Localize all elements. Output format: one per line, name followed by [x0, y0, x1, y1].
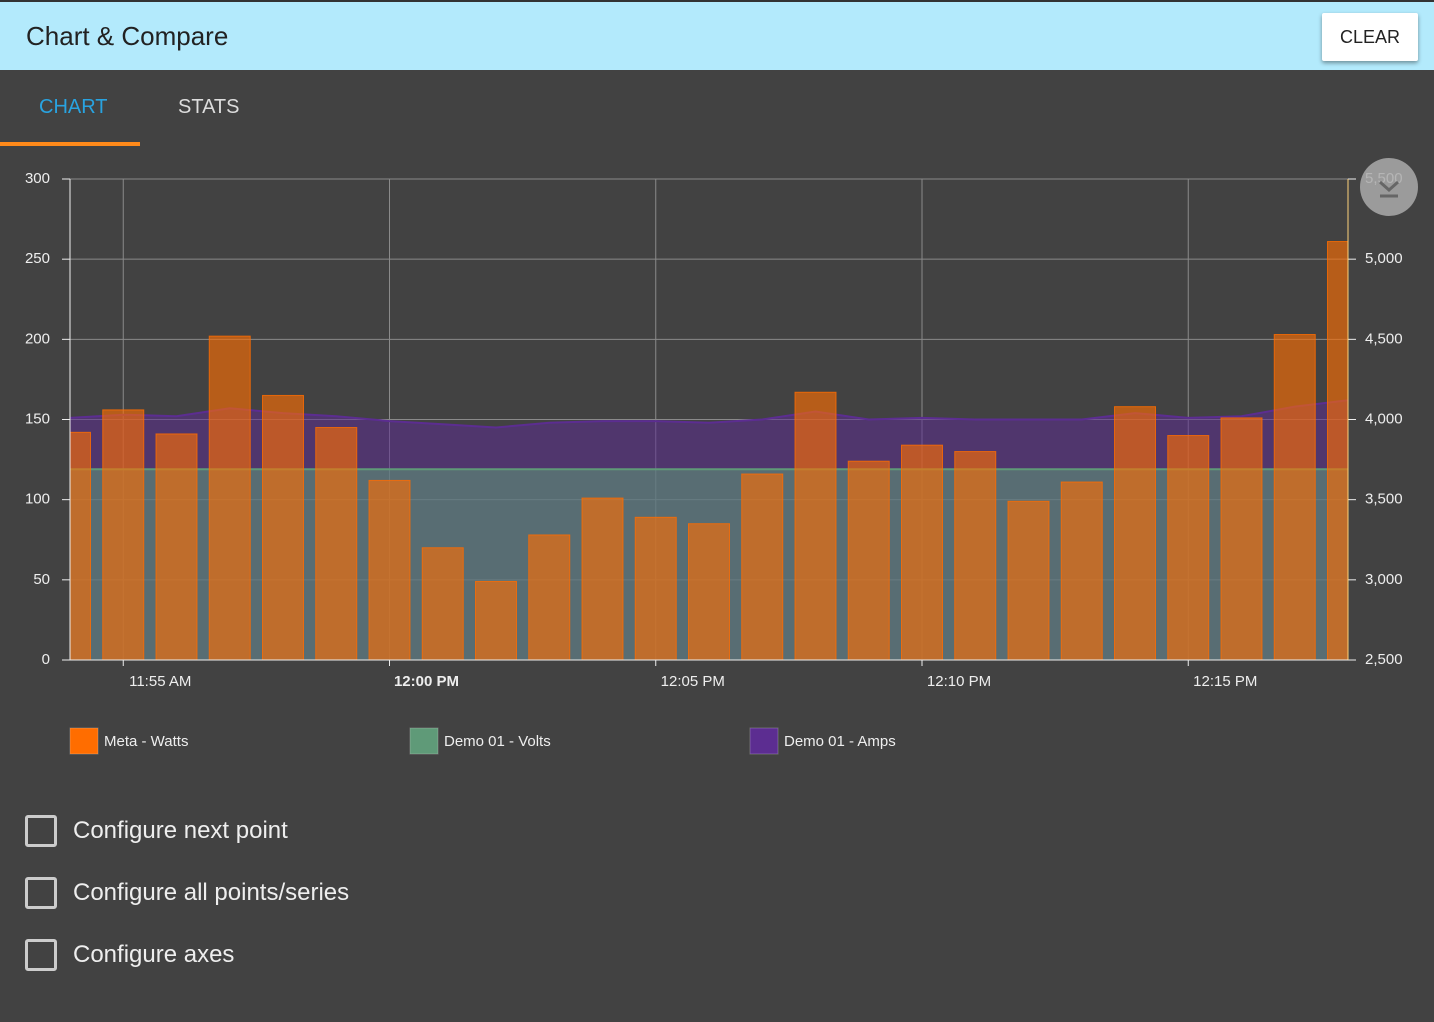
bar: [155, 433, 198, 660]
bar: [528, 534, 571, 660]
checkbox-label: Configure axes: [73, 941, 235, 968]
chart: 0 50 100 150 200 250 300 2,500 3,000 3,500 4,000 4,…: [25, 170, 1403, 755]
legend-swatch: [749, 727, 779, 755]
bar: [1220, 417, 1263, 660]
bar: [70, 431, 92, 660]
bar: [634, 516, 677, 660]
x-tick-label: 12:10 PM: [927, 673, 991, 690]
legend-label: Demo 01 - Amps: [784, 733, 896, 750]
bar: [1326, 241, 1348, 660]
chevron-icon: [1379, 180, 1399, 198]
y2-tick-label: 3,500: [1365, 491, 1403, 508]
checkbox-box[interactable]: [25, 877, 57, 909]
y-tick-label: 250: [25, 250, 50, 267]
legend-label: Meta - Watts: [104, 733, 188, 750]
y2-tick-label: 4,000: [1365, 410, 1403, 427]
bar: [421, 547, 464, 660]
x-tick-label: 12:15 PM: [1193, 673, 1257, 690]
bar: [794, 391, 837, 660]
x-tick-label: 12:05 PM: [661, 673, 725, 690]
bar: [1113, 406, 1157, 660]
y-tick-label: 300: [25, 170, 50, 187]
bar: [1167, 435, 1210, 660]
legend-swatch: [409, 727, 439, 755]
y2-tick-label: 5,000: [1365, 250, 1403, 267]
checkbox-box[interactable]: [25, 815, 57, 847]
tab-indicator: [0, 142, 140, 146]
checkbox-box[interactable]: [25, 939, 57, 971]
bar: [1007, 500, 1050, 660]
bar: [687, 523, 731, 660]
bar: [261, 394, 305, 660]
x-tick-label: 11:55 AM: [129, 673, 191, 690]
y2-tick-label: 3,000: [1365, 571, 1403, 588]
checkbox-label: Configure all points/series: [73, 879, 350, 906]
y-tick-label: 0: [42, 651, 50, 668]
header-title: Chart & Compare: [26, 21, 229, 51]
bar: [847, 460, 890, 660]
legend-swatch: [69, 727, 99, 755]
tab[interactable]: CHART: [39, 96, 108, 118]
bar: [954, 451, 997, 660]
y-tick-label: 100: [25, 491, 50, 508]
legend-label: Demo 01 - Volts: [444, 733, 551, 750]
y-tick-label: 150: [25, 410, 50, 427]
x-tick-label: 12:00 PM: [394, 673, 459, 690]
y2-tick-label: 4,500: [1365, 330, 1403, 347]
bar: [102, 409, 145, 660]
collapse-button[interactable]: [1360, 158, 1418, 216]
tab[interactable]: STATS: [178, 96, 240, 118]
bar: [315, 427, 358, 660]
header: Chart & Compare CLEAR: [0, 0, 1434, 70]
bar: [741, 473, 784, 660]
bar: [1060, 481, 1103, 660]
y2-tick-label: 2,500: [1365, 651, 1403, 668]
checkbox-label: Configure next point: [73, 817, 288, 844]
bar: [581, 497, 624, 660]
clear-button[interactable]: CLEAR: [1322, 13, 1418, 61]
bar: [900, 444, 944, 660]
y-tick-label: 50: [33, 571, 50, 588]
bar: [208, 335, 251, 660]
bar: [1273, 334, 1316, 660]
y-tick-label: 200: [25, 330, 50, 347]
bar: [474, 580, 518, 660]
bar: [368, 479, 411, 660]
